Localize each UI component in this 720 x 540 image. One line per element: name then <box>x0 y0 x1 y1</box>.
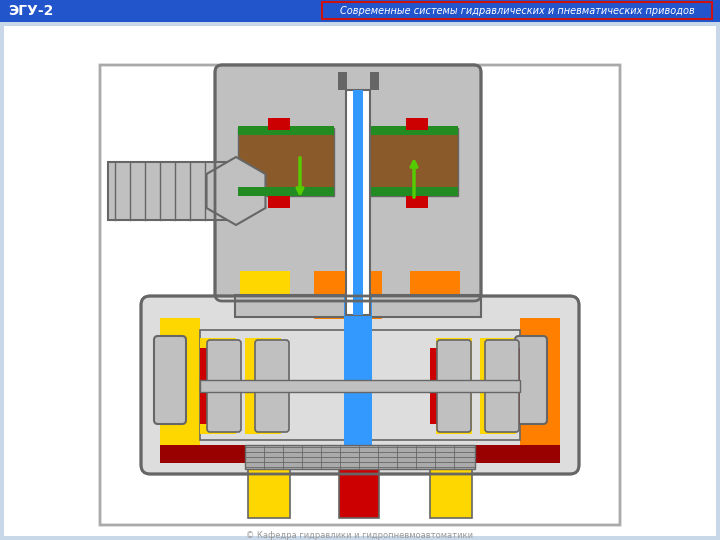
Bar <box>160 445 560 463</box>
Bar <box>338 72 347 90</box>
Bar <box>238 126 334 135</box>
Bar <box>353 90 363 315</box>
Bar <box>436 338 472 434</box>
Text: © Кафедра гидравлики и гидропневмоавтоматики: © Кафедра гидравлики и гидропневмоавтома… <box>246 530 474 539</box>
Bar <box>410 271 460 317</box>
Bar <box>268 118 290 130</box>
FancyBboxPatch shape <box>207 340 241 432</box>
Bar <box>370 72 379 90</box>
Bar <box>200 348 210 424</box>
Bar <box>430 348 440 424</box>
Bar <box>362 187 458 196</box>
Bar <box>245 445 475 469</box>
Bar <box>362 128 458 196</box>
Bar <box>314 271 382 319</box>
Text: ЭГУ-2: ЭГУ-2 <box>8 4 53 18</box>
Bar <box>245 338 281 434</box>
Bar <box>510 348 520 424</box>
Bar <box>406 196 428 208</box>
Bar <box>362 126 458 135</box>
Polygon shape <box>207 157 266 225</box>
FancyBboxPatch shape <box>154 336 186 424</box>
Bar <box>480 338 516 434</box>
Text: Современные системы гидравлических и пневматических приводов: Современные системы гидравлических и пне… <box>340 6 694 16</box>
Bar <box>200 380 520 392</box>
FancyBboxPatch shape <box>485 340 519 432</box>
Bar <box>520 318 560 448</box>
FancyBboxPatch shape <box>215 65 481 301</box>
Bar <box>268 196 290 208</box>
Bar <box>238 187 334 196</box>
Bar <box>108 162 226 220</box>
FancyBboxPatch shape <box>255 340 289 432</box>
FancyBboxPatch shape <box>515 336 547 424</box>
Bar <box>240 271 290 317</box>
Bar <box>344 295 372 470</box>
Bar <box>160 318 200 448</box>
Bar <box>0 0 720 22</box>
Bar <box>248 468 290 518</box>
Bar <box>339 468 379 518</box>
Bar <box>238 128 334 196</box>
Bar <box>200 338 236 434</box>
Bar <box>406 118 428 130</box>
Bar <box>430 468 472 518</box>
Bar <box>235 295 481 317</box>
Bar <box>200 330 520 440</box>
Bar <box>346 90 370 315</box>
FancyBboxPatch shape <box>141 296 579 474</box>
Bar <box>278 348 288 424</box>
FancyBboxPatch shape <box>437 340 471 432</box>
